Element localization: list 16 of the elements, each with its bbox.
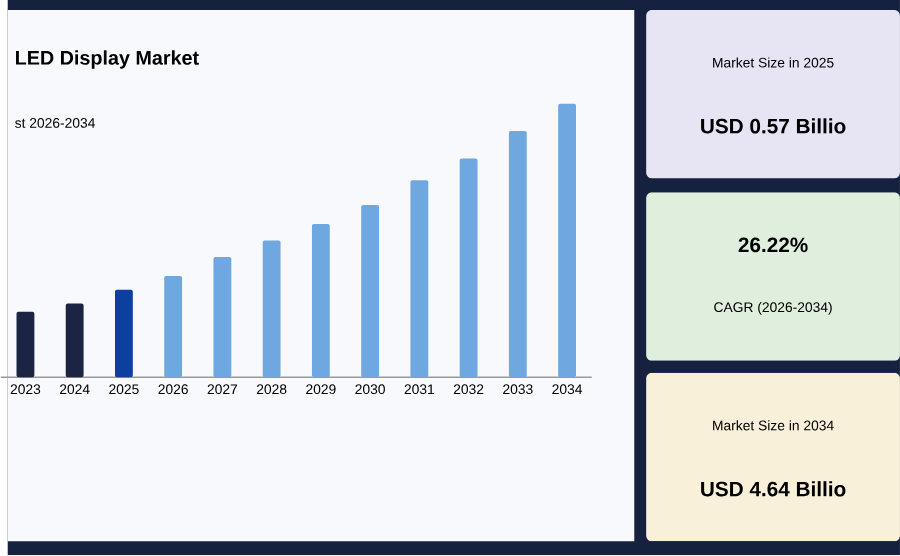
bar — [164, 276, 183, 378]
bar — [65, 303, 84, 378]
bar — [410, 180, 429, 378]
text: 26.22% — [738, 237, 808, 253]
bar — [558, 104, 576, 378]
bar — [361, 205, 380, 378]
bar — [262, 240, 281, 378]
chart-title: LED Display Market — [16, 50, 199, 70]
bar — [508, 131, 527, 378]
bar — [16, 312, 35, 378]
text: USD 4.64 Billio — [701, 481, 846, 497]
bar — [213, 257, 232, 378]
bar — [114, 290, 133, 378]
text: USD 0.57 Billio — [701, 118, 846, 134]
bar — [459, 158, 478, 378]
bar — [311, 224, 330, 378]
